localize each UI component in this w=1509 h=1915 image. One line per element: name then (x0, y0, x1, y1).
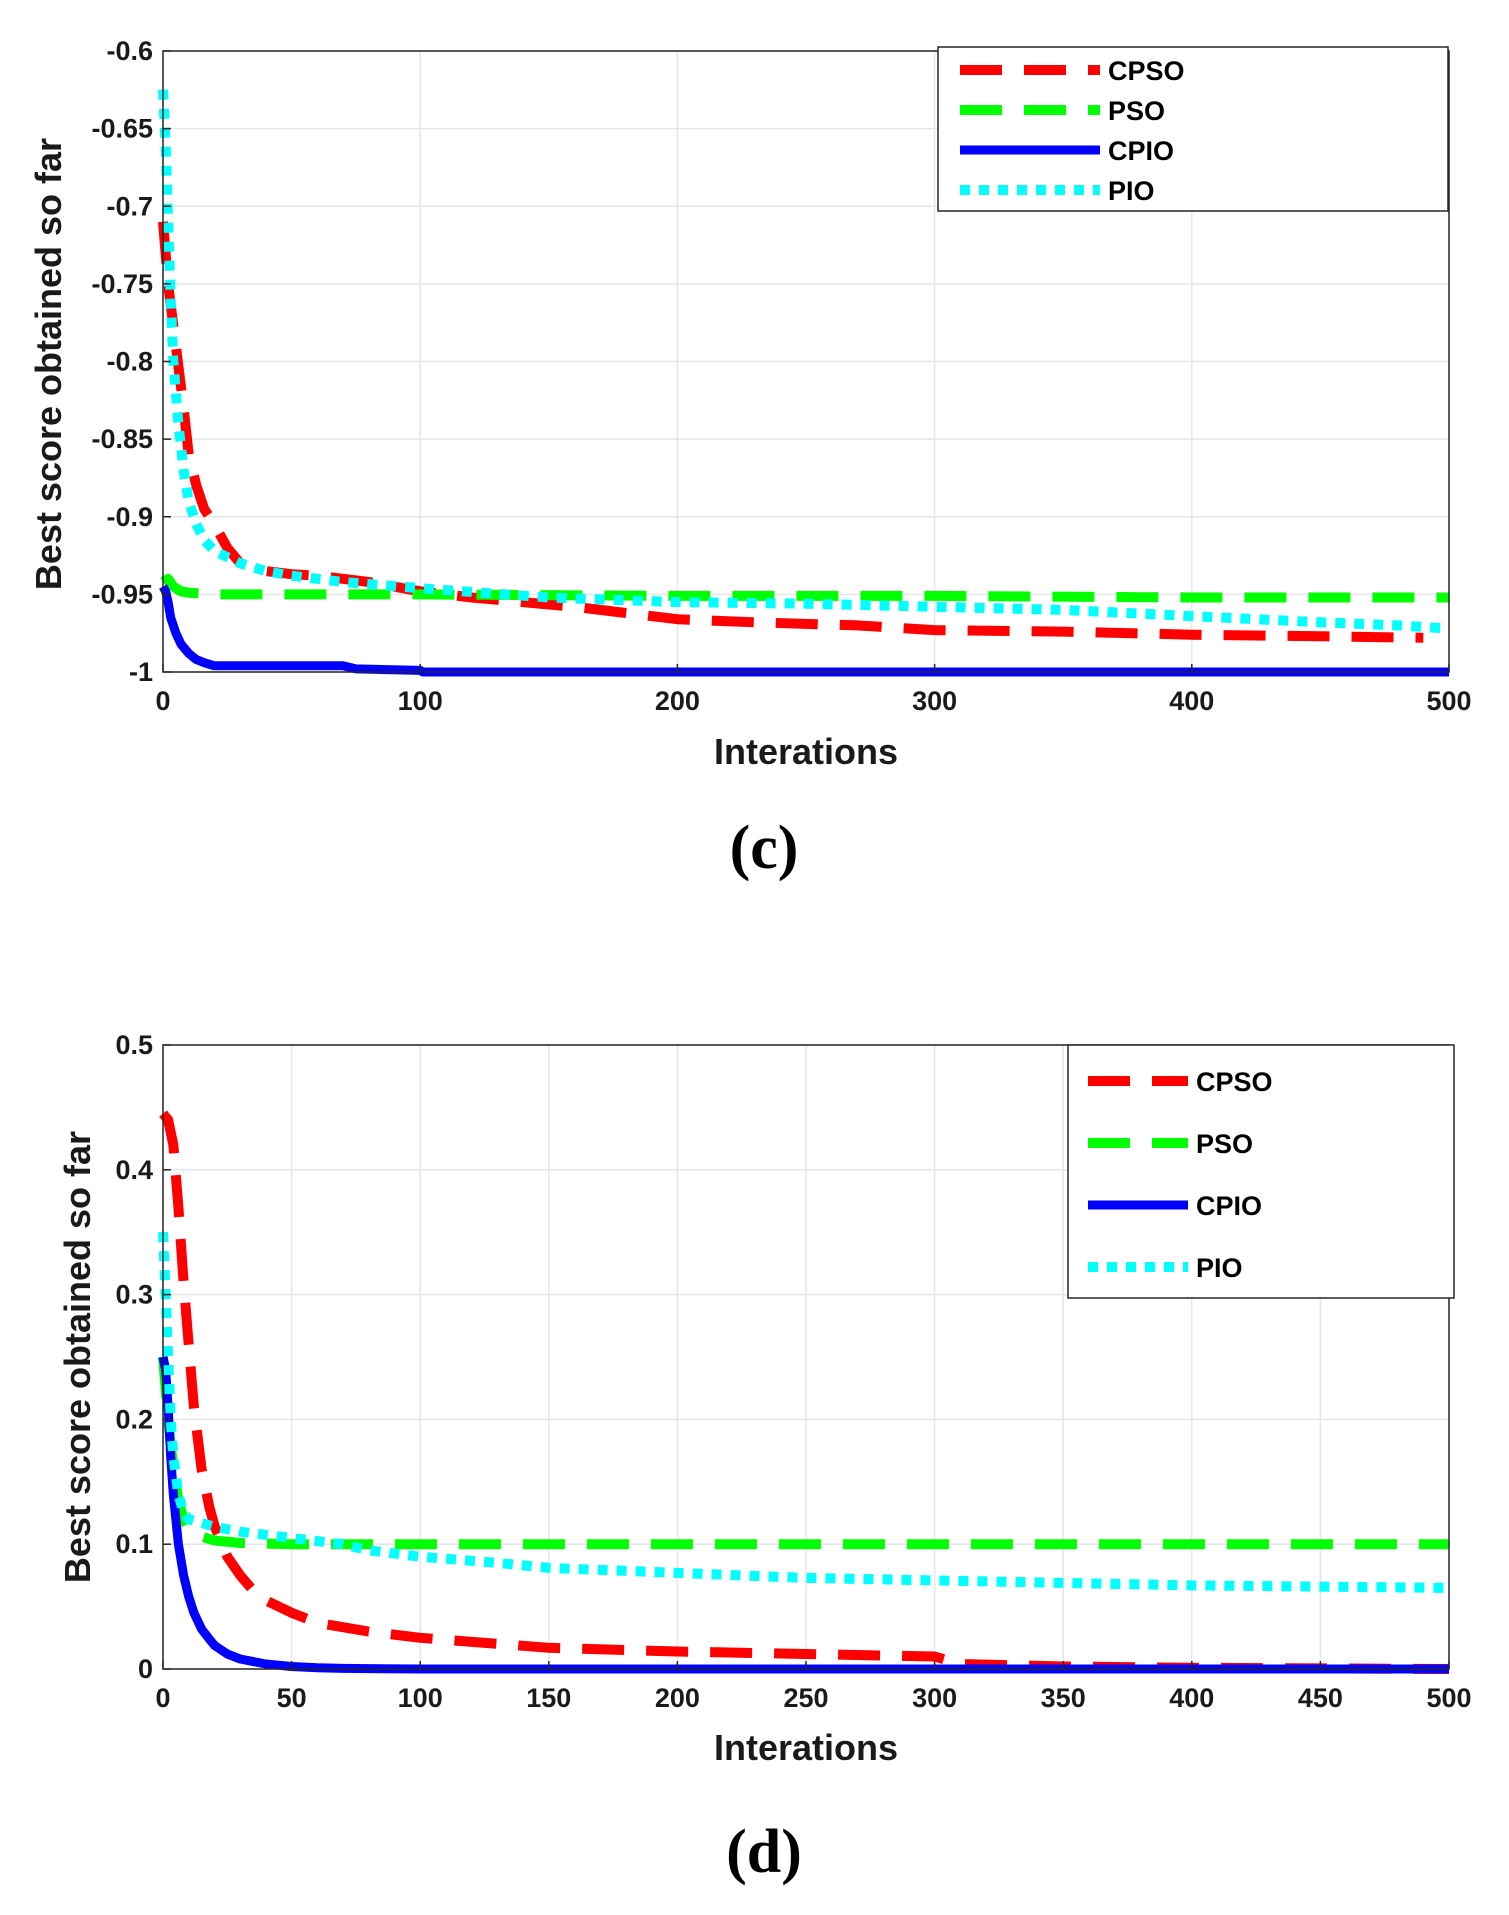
y-tick-label: -0.85 (91, 424, 153, 454)
x-tick-label: 0 (155, 686, 170, 716)
x-tick-label: 0 (155, 1683, 170, 1713)
x-tick-label: 400 (1169, 1683, 1214, 1713)
y-tick-label: -0.95 (91, 579, 153, 609)
chart-c: 0 100 200 300 400 500 -1 -0.95 -0.9 -0.85 -0.8 -0.7… (28, 36, 1472, 882)
x-tick-label: 500 (1426, 686, 1471, 716)
chart-d: 0 50 100 150 200 250 300 350 400 450 500 0 0.1 0.2 0.3… (57, 1030, 1472, 1886)
y-tick-label: -0.9 (106, 502, 153, 532)
x-tick-label: 200 (655, 1683, 700, 1713)
x-tick-label: 250 (783, 1683, 828, 1713)
legend-label-cpio: CPIO (1196, 1191, 1262, 1221)
x-tick-label: 450 (1298, 1683, 1343, 1713)
x-tick-label: 300 (912, 1683, 957, 1713)
legend-label-pio: PIO (1108, 176, 1155, 206)
y-tick-label: -1 (129, 657, 153, 687)
legend-label-pio: PIO (1196, 1253, 1243, 1283)
panel-label-d: (d) (726, 1818, 802, 1886)
series-cpso-line (159, 1110, 1450, 1674)
legend-label-pso: PSO (1108, 96, 1165, 126)
y-tick-label: -0.8 (106, 347, 153, 377)
x-tick-label: 100 (398, 1683, 443, 1713)
series-pio-line (158, 1231, 1450, 1593)
x-tick-label: 500 (1426, 1683, 1471, 1713)
legend-box (937, 46, 1449, 212)
legend: CPSO PSO CPIO PIO (937, 46, 1449, 212)
legend: CPSO PSO CPIO PIO (1067, 1044, 1455, 1299)
x-tick-label: 200 (655, 686, 700, 716)
legend-label-cpio: CPIO (1108, 136, 1174, 166)
y-tick-label: 0 (138, 1654, 153, 1684)
y-tick-label: -0.65 (91, 114, 153, 144)
y-tick-label: -0.7 (106, 191, 153, 221)
legend-label-cpso: CPSO (1196, 1067, 1273, 1097)
x-tick-label: 100 (398, 686, 443, 716)
y-tick-label: -0.75 (91, 269, 153, 299)
legend-label-cpso: CPSO (1108, 56, 1185, 86)
x-tick-label: 50 (277, 1683, 307, 1713)
x-tick-label: 150 (526, 1683, 571, 1713)
y-axis-label: Best score obtained so far (57, 1131, 98, 1583)
y-tick-label: 0.2 (115, 1404, 153, 1434)
y-tick-label: 0.3 (115, 1280, 153, 1310)
y-axis-label: Best score obtained so far (28, 138, 69, 590)
y-tick-label: 0.1 (115, 1529, 153, 1559)
x-axis-label: Interations (714, 1727, 898, 1768)
panel-label-c: (c) (730, 814, 799, 882)
series-pso-line (158, 1356, 1449, 1550)
y-tick-label: -0.6 (106, 36, 153, 66)
x-axis-label: Interations (714, 731, 898, 772)
y-tick-label: 0.4 (115, 1155, 153, 1185)
x-tick-label: 350 (1041, 1683, 1086, 1713)
legend-box (1067, 1044, 1455, 1299)
series-pso-line (160, 573, 1449, 603)
x-tick-label: 400 (1169, 686, 1214, 716)
x-tick-label: 300 (912, 686, 957, 716)
y-tick-label: 0.5 (115, 1030, 153, 1060)
legend-label-pso: PSO (1196, 1129, 1253, 1159)
